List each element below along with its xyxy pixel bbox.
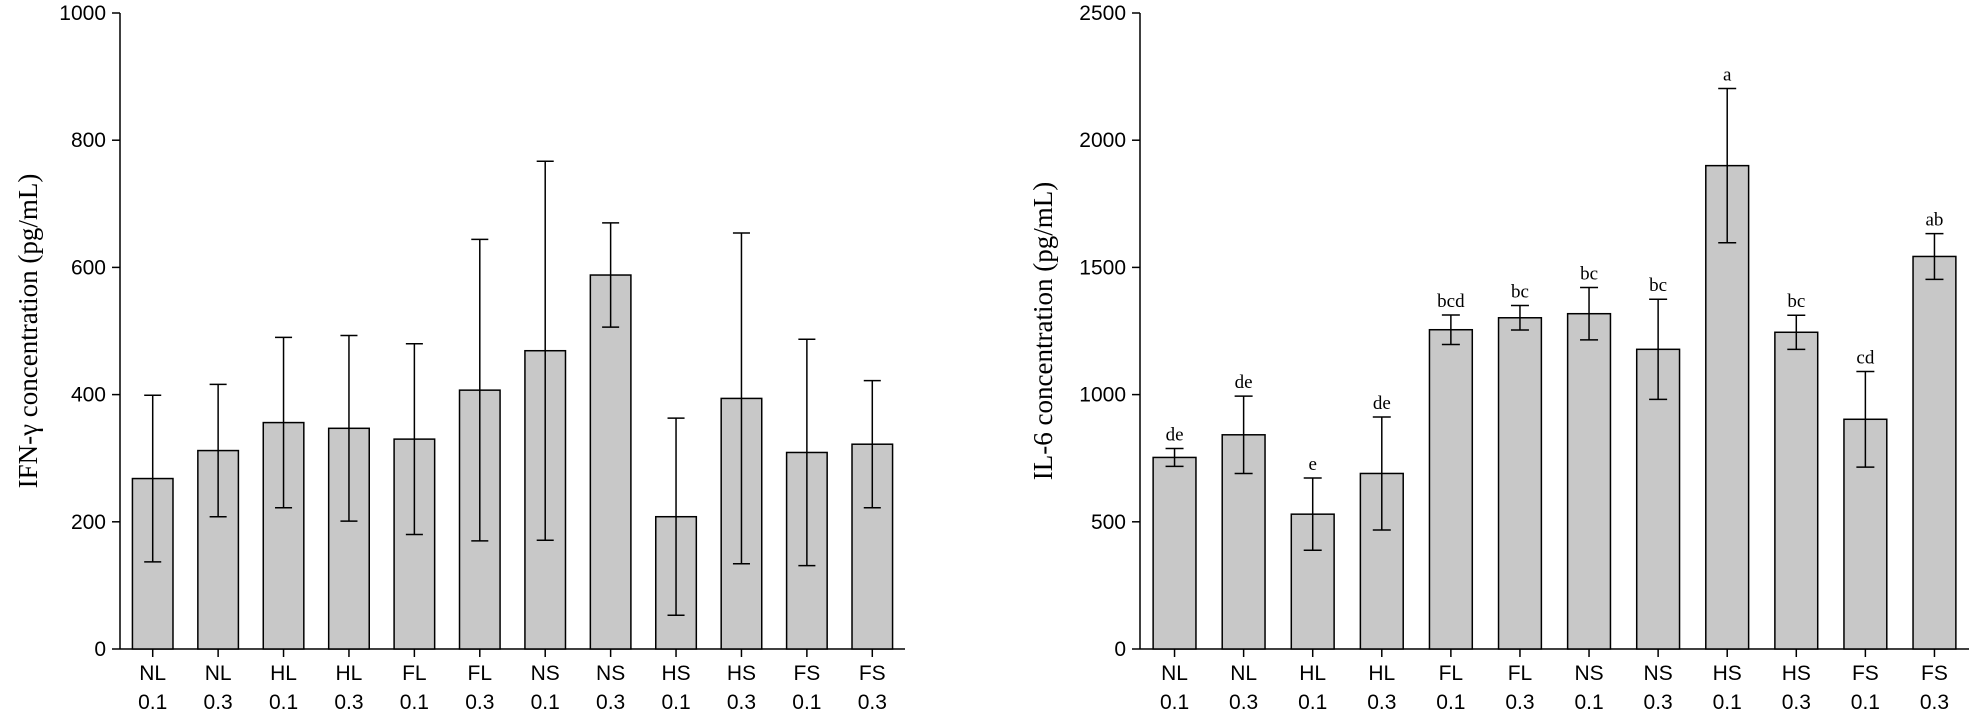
x-tick-label-group: HL xyxy=(1299,662,1326,685)
bar xyxy=(1152,456,1197,650)
y-axis-title: IL-6 concentration (pg/mL) xyxy=(1028,182,1058,480)
significance-letter: bcd xyxy=(1437,291,1465,312)
x-tick-label-group: NL xyxy=(205,662,232,685)
x-tick-label-group: HL xyxy=(270,662,297,685)
x-tick-label-dose: 0.3 xyxy=(596,691,625,714)
x-tick-label-group: FL xyxy=(1439,662,1464,685)
x-tick-label-group: NS xyxy=(1574,662,1603,685)
significance-letter: de xyxy=(1373,393,1391,414)
significance-letter: ab xyxy=(1925,210,1943,231)
x-tick-label-group: NS xyxy=(596,662,625,685)
y-tick-label: 1500 xyxy=(1079,256,1126,279)
x-tick-label-dose: 0.3 xyxy=(1367,691,1396,714)
x-tick-label-dose: 0.1 xyxy=(1851,691,1880,714)
x-tick-label-dose: 0.1 xyxy=(269,691,298,714)
x-tick-label-dose: 0.1 xyxy=(792,691,821,714)
bar xyxy=(327,427,370,650)
x-tick-label-group: NL xyxy=(1161,662,1188,685)
il6-chart: 0 500 1000 1500 2000 2500 IL-6 concentration (… xyxy=(1028,2,1969,714)
x-tick-label-group: FL xyxy=(1508,662,1533,685)
x-tick-label-group: NL xyxy=(1230,662,1257,685)
x-tick-label-dose: 0.1 xyxy=(138,691,167,714)
x-tick-label-dose: 0.1 xyxy=(1436,691,1465,714)
x-tick-label-dose: 0.3 xyxy=(1505,691,1534,714)
x-tick-label-group: HL xyxy=(1368,662,1395,685)
bar xyxy=(1912,255,1957,650)
x-tick-label-dose: 0.3 xyxy=(1782,691,1811,714)
x-tick-label-group: FS xyxy=(1852,662,1879,685)
x-tick-label-dose: 0.3 xyxy=(858,691,887,714)
significance-letter: cd xyxy=(1856,347,1874,368)
x-tick-label-dose: 0.3 xyxy=(204,691,233,714)
significance-letter: bc xyxy=(1511,282,1529,303)
bar xyxy=(1774,331,1819,650)
x-tick-label-group: HS xyxy=(661,662,690,685)
x-tick-label-dose: 0.3 xyxy=(334,691,363,714)
bar xyxy=(1705,164,1750,650)
x-tick-label-group: FS xyxy=(859,662,886,685)
y-axis-title: IFN-γ concentration (pg/mL) xyxy=(13,174,43,489)
x-tick-label-group: FS xyxy=(793,662,820,685)
x-tick-label-dose: 0.1 xyxy=(661,691,690,714)
y-tick-label: 0 xyxy=(94,638,106,661)
y-tick-label: 500 xyxy=(1091,511,1126,534)
y-tick-label: 600 xyxy=(71,256,106,279)
y-tick-label: 400 xyxy=(71,384,106,407)
bar xyxy=(1428,328,1474,650)
bar xyxy=(1497,317,1543,650)
significance-letter: a xyxy=(1723,65,1732,86)
x-tick-label-dose: 0.1 xyxy=(400,691,429,714)
x-tick-label-dose: 0.1 xyxy=(1574,691,1603,714)
significance-letter: e xyxy=(1308,454,1316,475)
significance-letter: de xyxy=(1166,425,1184,446)
y-tick-label: 800 xyxy=(71,129,106,152)
x-tick-label-dose: 0.1 xyxy=(1713,691,1742,714)
x-tick-label-dose: 0.1 xyxy=(1298,691,1327,714)
significance-letter: bc xyxy=(1649,275,1667,296)
x-tick-label-group: NS xyxy=(531,662,560,685)
x-tick-label-group: FL xyxy=(402,662,427,685)
x-tick-label-dose: 0.1 xyxy=(1160,691,1189,714)
y-tick-label: 1000 xyxy=(1079,384,1126,407)
x-tick-label-group: NL xyxy=(139,662,166,685)
x-tick-label-group: HS xyxy=(1713,662,1742,685)
x-tick-label-group: FS xyxy=(1921,662,1948,685)
x-tick-label-dose: 0.3 xyxy=(465,691,494,714)
x-tick-label-dose: 0.3 xyxy=(727,691,756,714)
bar xyxy=(589,274,632,650)
y-tick-label: 0 xyxy=(1114,638,1126,661)
significance-letter: bc xyxy=(1787,291,1805,312)
x-tick-label-dose: 0.3 xyxy=(1920,691,1949,714)
ifn-gamma-chart: 0 200 400 600 800 1000 IFN-γ concentration (pg… xyxy=(13,2,905,714)
x-tick-label-group: FL xyxy=(468,662,493,685)
x-tick-label-group: NS xyxy=(1644,662,1673,685)
y-tick-label: 1000 xyxy=(59,2,106,25)
bar xyxy=(1566,312,1612,650)
x-tick-label-group: HS xyxy=(1782,662,1811,685)
significance-letter: bc xyxy=(1580,263,1598,284)
y-tick-label: 2000 xyxy=(1079,129,1126,152)
x-tick-label-dose: 0.1 xyxy=(531,691,560,714)
x-tick-label-group: HS xyxy=(727,662,756,685)
significance-letter: de xyxy=(1235,372,1253,393)
x-tick-label-group: HL xyxy=(336,662,363,685)
y-tick-label: 200 xyxy=(71,511,106,534)
x-tick-label-dose: 0.3 xyxy=(1229,691,1258,714)
x-tick-label-dose: 0.3 xyxy=(1644,691,1673,714)
y-tick-label: 2500 xyxy=(1079,2,1126,25)
